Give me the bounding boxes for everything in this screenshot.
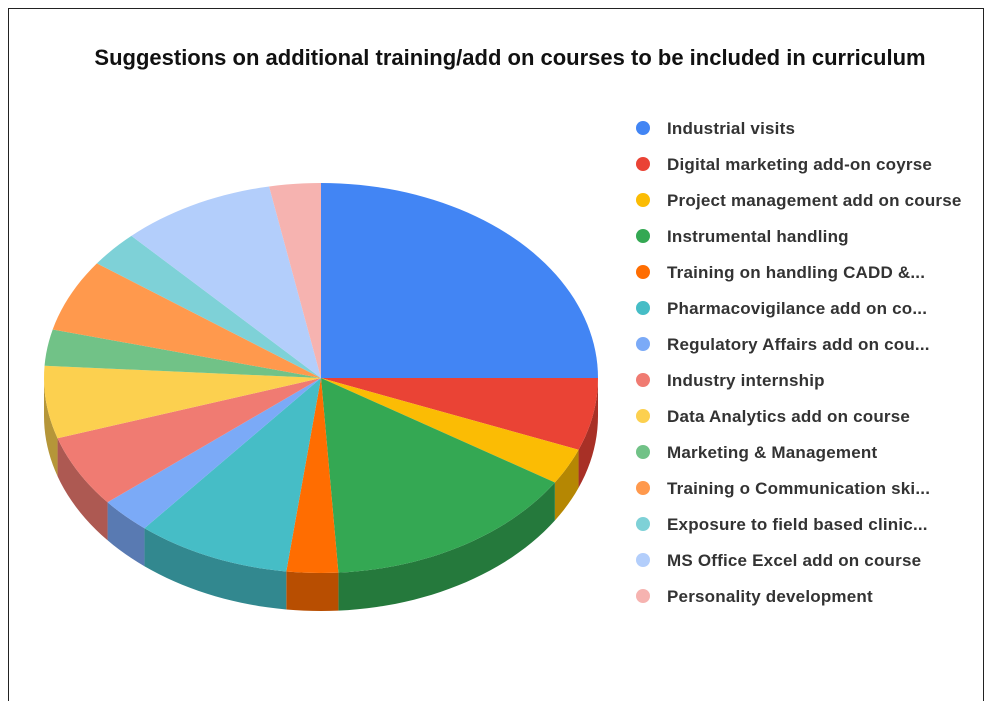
legend-label: Training on handling CADD &... xyxy=(667,263,926,282)
pie-sides xyxy=(44,378,598,611)
slice-side xyxy=(286,571,339,611)
slice xyxy=(321,378,555,573)
legend-item: Instrumental handling xyxy=(636,226,976,248)
legend-item: Exposure to field based clinic... xyxy=(636,514,976,536)
slice-side xyxy=(57,438,108,541)
legend-marker xyxy=(636,337,650,351)
slice-side xyxy=(338,482,555,611)
slice-side xyxy=(578,378,598,488)
legend-marker xyxy=(636,373,650,387)
legend-label: Pharmacovigilance add on co... xyxy=(667,299,928,318)
legend-item: Industrial visits xyxy=(636,118,976,140)
legend-marker xyxy=(636,301,650,315)
slice xyxy=(57,378,322,503)
legend-label: Exposure to field based clinic... xyxy=(667,515,928,534)
legend-marker xyxy=(636,229,650,243)
slice xyxy=(44,365,322,439)
legend-marker xyxy=(636,553,650,567)
legend-item: Project management add on course xyxy=(636,190,976,212)
slice-side xyxy=(554,449,579,521)
slice xyxy=(96,235,322,378)
legend-label: Training o Communication ski... xyxy=(667,479,931,498)
slice xyxy=(286,378,339,573)
slice xyxy=(269,183,321,378)
slice-side xyxy=(107,502,145,567)
slice xyxy=(107,378,321,529)
legend-item: Marketing & Management xyxy=(636,442,976,464)
legend-marker xyxy=(636,481,650,495)
legend-marker xyxy=(636,409,650,423)
legend-marker xyxy=(636,517,650,531)
legend-label: Data Analytics add on course xyxy=(667,407,911,426)
legend-label: Digital marketing add-on coyrse xyxy=(667,155,933,174)
legend-marker xyxy=(636,157,650,171)
slice xyxy=(52,263,322,378)
legend-item: Pharmacovigilance add on co... xyxy=(636,298,976,320)
legend-label: Regulatory Affairs add on cou... xyxy=(667,335,930,354)
legend-item: Training o Communication ski... xyxy=(636,478,976,500)
slice xyxy=(144,378,321,572)
legend-marker xyxy=(636,445,650,459)
frame xyxy=(8,8,984,701)
pie-top xyxy=(44,183,598,573)
legend-label: Instrumental handling xyxy=(667,227,849,246)
legend-item: Digital marketing add-on coyrse xyxy=(636,154,976,176)
legend-marker xyxy=(636,121,650,135)
slice xyxy=(321,378,598,450)
legend-marker xyxy=(636,265,650,279)
legend-item: MS Office Excel add on course xyxy=(636,550,976,572)
legend-label: MS Office Excel add on course xyxy=(667,551,922,570)
slice-side xyxy=(44,378,58,477)
legend-marker xyxy=(636,193,650,207)
slice xyxy=(44,329,321,378)
legend-label: Project management add on course xyxy=(667,191,962,210)
legend-label: Marketing & Management xyxy=(667,443,878,462)
legend-item: Training on handling CADD &... xyxy=(636,262,976,284)
legend-marker xyxy=(636,589,650,603)
legend-label: Industry internship xyxy=(667,371,825,390)
legend-item: Personality development xyxy=(636,586,976,608)
slice-side xyxy=(144,528,287,610)
slice xyxy=(321,378,579,483)
legend: Industrial visits Digital marketing add-o… xyxy=(636,118,976,622)
slice xyxy=(321,183,598,378)
legend-item: Data Analytics add on course xyxy=(636,406,976,428)
legend-label: Personality development xyxy=(667,587,873,606)
legend-item: Industry internship xyxy=(636,370,976,392)
legend-item: Regulatory Affairs add on cou... xyxy=(636,334,976,356)
slice xyxy=(131,186,321,378)
chart-title: Suggestions on additional training/add o… xyxy=(94,45,926,70)
legend-label: Industrial visits xyxy=(667,119,796,138)
